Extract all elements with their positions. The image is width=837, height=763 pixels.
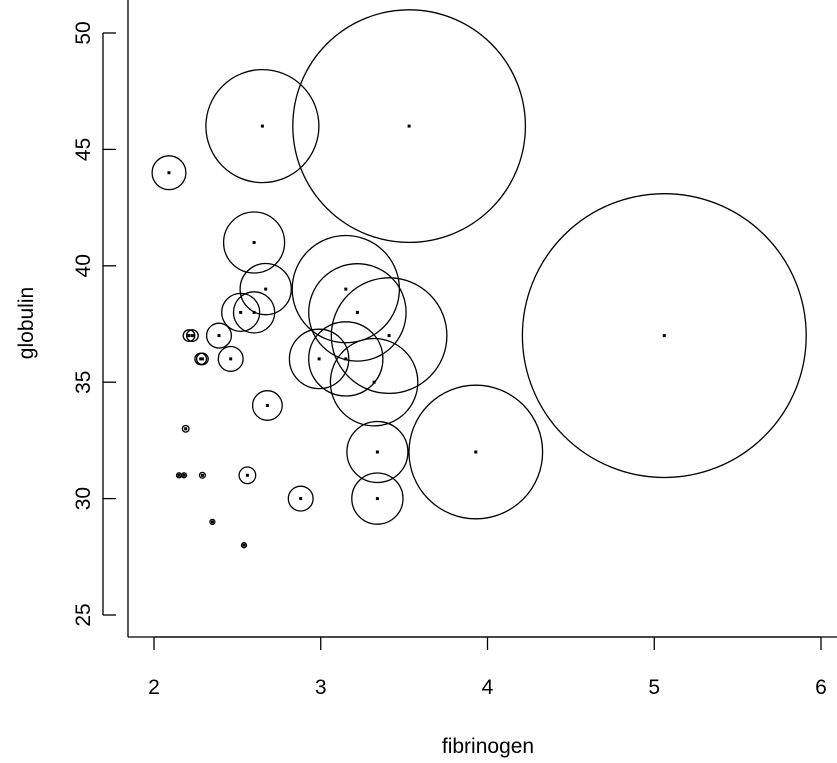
bubble-center-dot <box>317 357 321 361</box>
bubble-center-dot <box>264 287 268 291</box>
bubble-center-dot <box>387 334 391 338</box>
bubble-center-dot <box>200 473 204 477</box>
y-tick-label: 30 <box>72 487 95 510</box>
x-tick-label: 6 <box>815 676 827 699</box>
bubble-center-dot <box>260 124 264 128</box>
bubble-center-dot <box>252 241 256 244</box>
bubble-point <box>221 292 261 333</box>
bubble-point <box>217 345 244 372</box>
bubble-center-dot <box>177 473 181 477</box>
bubble-point <box>239 262 292 316</box>
bubble-point <box>198 471 206 479</box>
bubble-point <box>222 211 286 274</box>
x-tick-label: 2 <box>148 676 160 699</box>
bubble-center-dot <box>184 427 188 431</box>
bubble-point <box>182 329 196 343</box>
bubble-center-dot <box>252 310 256 314</box>
bubble-center-dot <box>167 171 171 175</box>
x-tick-label: 3 <box>315 676 327 699</box>
bubble-center-dot <box>474 450 478 454</box>
bubble-point <box>205 322 233 349</box>
bubble-point <box>408 384 544 520</box>
bubble-center-dot <box>217 334 221 338</box>
bubble-center-dot <box>375 450 379 454</box>
bubble-center-dot <box>242 543 246 547</box>
bubble-point <box>308 321 384 397</box>
bubble-point <box>181 424 190 433</box>
x-axis: 2 3 4 5 6 <box>148 636 827 699</box>
y-tick-label: 40 <box>72 254 95 277</box>
bubble-center-dot <box>662 334 666 338</box>
bubble-center-dot <box>375 497 379 501</box>
bubble-center-dot <box>265 404 269 407</box>
bubble-point <box>291 234 401 344</box>
bubble-center-dot <box>355 310 359 314</box>
bubble-center-dot <box>187 334 191 338</box>
bubble-center-dot <box>190 334 194 338</box>
y-tick-label: 45 <box>72 138 95 161</box>
bubble-point <box>346 420 409 484</box>
bubble-center-dot <box>344 287 348 291</box>
bubble-series <box>151 9 807 549</box>
bubble-center-dot <box>210 520 214 524</box>
bubble-point <box>308 263 407 362</box>
bubble-center-dot <box>299 497 303 501</box>
x-tick-label: 5 <box>648 676 660 699</box>
x-axis-title: fibrinogen <box>442 735 534 758</box>
bubble-point <box>180 472 188 479</box>
x-tick-label: 4 <box>482 676 494 699</box>
bubble-point <box>521 193 807 479</box>
bubble-point <box>238 466 257 485</box>
bubble-point <box>209 518 216 526</box>
bubble-point <box>195 352 209 366</box>
bubble-point <box>251 390 283 421</box>
y-axis-title: globulin <box>15 287 38 359</box>
bubble-center-dot <box>239 310 243 314</box>
y-tick-label: 35 <box>72 371 95 394</box>
y-axis: 25 30 35 40 45 50 <box>72 21 116 627</box>
bubble-point <box>185 329 199 343</box>
bubble-point <box>287 485 314 512</box>
bubble-center-dot <box>199 357 203 361</box>
bubble-point <box>205 68 320 184</box>
bubble-point <box>288 328 350 390</box>
bubble-point <box>351 472 404 525</box>
bubble-point <box>329 337 419 427</box>
bubble-point <box>240 542 248 549</box>
y-tick-label: 50 <box>72 21 95 44</box>
bubble-point <box>330 277 448 395</box>
bubble-center-dot <box>344 357 348 361</box>
bubble-center-dot <box>182 473 186 477</box>
bubble-center-dot <box>372 380 376 384</box>
bubble-point <box>232 291 276 334</box>
bubble-center-dot <box>200 357 204 361</box>
bubble-point <box>151 155 187 191</box>
bubble-center-dot <box>245 473 249 477</box>
bubble-center-dot <box>407 124 411 128</box>
bubble-point <box>292 9 527 244</box>
y-tick-label: 25 <box>72 603 95 626</box>
bubble-center-dot <box>229 357 233 361</box>
